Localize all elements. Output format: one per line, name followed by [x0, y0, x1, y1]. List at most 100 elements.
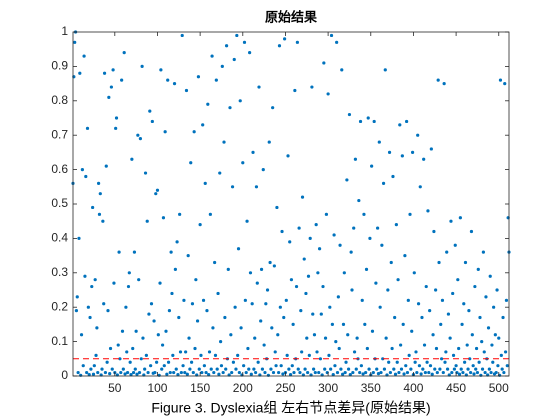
y-tick-label: 0.1 — [51, 334, 68, 348]
point — [206, 102, 210, 106]
point — [256, 360, 260, 364]
point — [154, 192, 158, 196]
point — [188, 367, 192, 371]
point — [461, 370, 465, 375]
point — [125, 350, 129, 354]
point — [487, 367, 491, 371]
point — [493, 333, 497, 337]
point — [96, 370, 100, 375]
point — [205, 309, 209, 313]
point — [480, 340, 484, 344]
point — [178, 350, 183, 354]
point — [321, 284, 325, 289]
point — [249, 372, 253, 376]
point — [144, 353, 148, 357]
point — [219, 340, 223, 344]
point — [360, 298, 364, 302]
point — [368, 236, 372, 240]
point — [186, 254, 190, 258]
point — [155, 360, 159, 364]
point — [158, 281, 162, 285]
point — [180, 33, 184, 38]
point — [393, 315, 397, 320]
point — [278, 305, 282, 309]
point — [335, 40, 339, 44]
point — [148, 109, 152, 113]
point — [192, 130, 196, 134]
point — [176, 373, 180, 377]
point — [483, 370, 487, 375]
point — [131, 370, 136, 375]
point — [470, 333, 474, 337]
x-tick-label: 250 — [275, 381, 295, 395]
point — [110, 367, 114, 371]
point — [430, 372, 434, 376]
point — [82, 54, 86, 58]
point — [405, 370, 410, 375]
point — [259, 267, 264, 271]
point — [358, 119, 363, 124]
point — [220, 64, 224, 68]
point — [348, 373, 352, 377]
point — [252, 367, 256, 371]
point — [166, 78, 170, 82]
point — [441, 370, 445, 375]
point — [304, 291, 308, 296]
point — [189, 161, 193, 165]
point — [219, 364, 224, 368]
point — [224, 44, 229, 48]
point — [268, 260, 272, 265]
point — [468, 357, 472, 361]
point — [200, 370, 204, 375]
point — [149, 302, 154, 306]
point — [452, 367, 456, 371]
point — [317, 370, 321, 375]
point — [489, 370, 493, 375]
point — [313, 370, 317, 375]
point — [367, 367, 371, 371]
point — [391, 174, 395, 179]
point — [147, 312, 151, 316]
point — [215, 367, 219, 371]
point — [286, 154, 290, 158]
point — [101, 219, 105, 223]
point — [417, 364, 422, 368]
point — [414, 350, 418, 354]
point — [357, 198, 361, 203]
point — [80, 168, 84, 172]
point — [399, 343, 403, 347]
point — [298, 370, 302, 375]
point — [174, 367, 178, 371]
point — [482, 350, 486, 354]
point — [346, 333, 350, 337]
point — [439, 357, 444, 361]
point — [336, 295, 340, 299]
point — [352, 226, 356, 230]
point — [221, 370, 225, 375]
point — [95, 326, 99, 330]
point — [380, 243, 384, 247]
point — [139, 357, 143, 361]
point — [500, 367, 504, 371]
point — [165, 372, 169, 376]
point — [465, 343, 469, 347]
point — [191, 370, 195, 375]
point — [277, 370, 281, 375]
point — [78, 71, 82, 75]
point — [79, 373, 83, 377]
point — [184, 88, 189, 93]
point — [354, 367, 358, 371]
point — [193, 346, 197, 351]
point — [106, 309, 110, 313]
point — [316, 271, 320, 275]
point — [242, 40, 247, 44]
point — [287, 367, 291, 371]
point — [423, 370, 427, 375]
point — [145, 219, 149, 223]
point — [300, 195, 305, 199]
point — [279, 364, 283, 368]
point — [216, 291, 220, 296]
point — [308, 236, 312, 240]
point — [374, 281, 378, 285]
point — [120, 329, 125, 333]
